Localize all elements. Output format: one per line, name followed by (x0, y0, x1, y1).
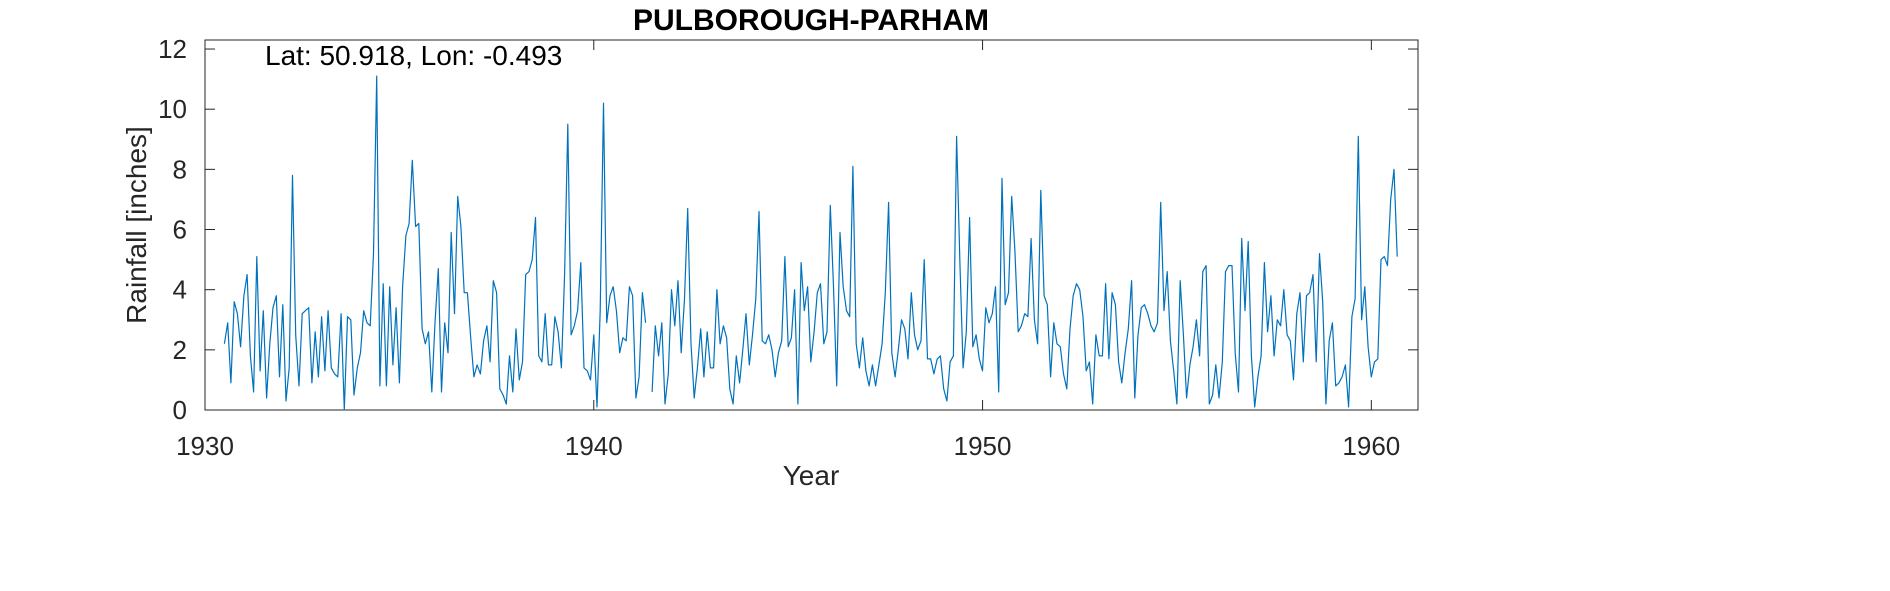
x-tick-label-1940: 1940 (565, 431, 623, 461)
x-tick-label-1930: 1930 (176, 431, 234, 461)
tick-labels: 1930 1940 1950 1960 0 2 4 6 8 10 12 (158, 34, 1400, 461)
location-annotation: Lat: 50.918, Lon: -0.493 (265, 40, 562, 71)
y-axis-label: Rainfall [inches] (121, 126, 152, 324)
x-tick-label-1950: 1950 (954, 431, 1012, 461)
y-tick-label-10: 10 (158, 94, 187, 124)
x-tick-label-1960: 1960 (1342, 431, 1400, 461)
chart-title: PULBOROUGH-PARHAM (633, 4, 989, 37)
y-tick-label-6: 6 (173, 215, 187, 245)
rainfall-series-line (223, 75, 1398, 411)
axis-ticks (204, 40, 1418, 411)
plot-area (204, 39, 1419, 411)
x-axis-label: Year (783, 460, 840, 491)
y-tick-label-0: 0 (173, 395, 187, 425)
y-tick-label-4: 4 (173, 275, 187, 305)
y-tick-label-2: 2 (173, 335, 187, 365)
y-tick-label-12: 12 (158, 34, 187, 64)
y-tick-label-8: 8 (173, 154, 187, 184)
